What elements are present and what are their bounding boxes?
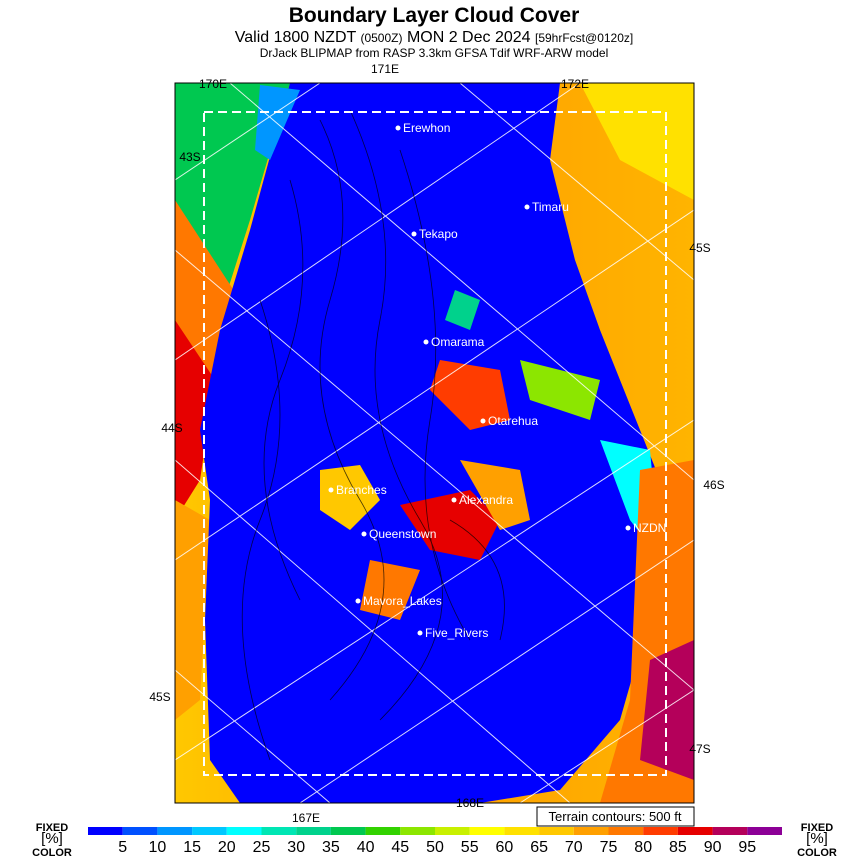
color-swatch bbox=[365, 827, 401, 835]
place-label: Omarama bbox=[431, 335, 485, 349]
color-swatch bbox=[261, 827, 297, 835]
place-label: Erewhon bbox=[403, 121, 450, 135]
color-swatch bbox=[608, 827, 644, 835]
place-dot bbox=[395, 125, 401, 131]
colorbar-label: 25 bbox=[253, 839, 271, 856]
colorbar-label: 55 bbox=[461, 839, 479, 856]
colorbar-label: 15 bbox=[183, 839, 201, 856]
place-dot bbox=[328, 487, 334, 493]
place-dot bbox=[524, 204, 530, 210]
color-swatch bbox=[88, 827, 123, 835]
legend-side-label: [%] bbox=[806, 830, 828, 847]
grid-label: 172E bbox=[561, 77, 589, 91]
legend-side-label: [%] bbox=[41, 830, 63, 847]
color-swatch bbox=[469, 827, 505, 835]
title: Boundary Layer Cloud Cover bbox=[289, 4, 580, 27]
colorbar-label: 35 bbox=[322, 839, 340, 856]
color-swatch bbox=[643, 827, 678, 835]
color-swatch bbox=[539, 827, 574, 835]
color-swatch bbox=[677, 827, 713, 835]
grid-label: 168E bbox=[456, 796, 484, 810]
color-swatch bbox=[747, 827, 782, 835]
valid: Valid 1800 NZDT bbox=[235, 29, 357, 46]
color-swatch bbox=[296, 827, 331, 835]
place-label: Five_Rivers bbox=[425, 626, 488, 640]
colorbar-label: 80 bbox=[634, 839, 652, 856]
grid-label: 171E bbox=[371, 62, 399, 76]
place-label: NZDN bbox=[633, 521, 666, 535]
color-swatch bbox=[330, 827, 366, 835]
zone: (0500Z) bbox=[360, 31, 402, 45]
colorbar-label: 95 bbox=[738, 839, 756, 856]
colorbar-label: 30 bbox=[287, 839, 305, 856]
forecast: [59hrFcst@0120z] bbox=[535, 31, 633, 45]
place-label: Mavora_Lakes bbox=[363, 594, 442, 608]
grid-label: 45S bbox=[149, 690, 170, 704]
grid-label: 167E bbox=[292, 811, 320, 825]
legend-side-label: COLOR bbox=[32, 847, 72, 859]
color-swatch bbox=[400, 827, 435, 835]
place-dot bbox=[417, 630, 423, 636]
place-dot bbox=[480, 418, 486, 424]
place-label: Timaru bbox=[532, 200, 569, 214]
grid-label: 44S bbox=[161, 421, 182, 435]
place-dot bbox=[411, 231, 417, 237]
color-swatch bbox=[192, 827, 227, 835]
color-swatch bbox=[504, 827, 540, 835]
color-swatch bbox=[226, 827, 262, 835]
colorbar-label: 20 bbox=[218, 839, 236, 856]
place-dot bbox=[361, 531, 367, 537]
color-swatch bbox=[122, 827, 158, 835]
grid-label: 46S bbox=[703, 478, 724, 492]
grid-label: 170E bbox=[199, 77, 227, 91]
place-label: Otarehua bbox=[488, 414, 538, 428]
place-label: Branches bbox=[336, 483, 387, 497]
colorbar-label: 40 bbox=[357, 839, 375, 856]
colorbar-label: 5 bbox=[118, 839, 127, 856]
legend-side-label: COLOR bbox=[797, 847, 837, 859]
colorbar-label: 65 bbox=[530, 839, 548, 856]
place-label: Queenstown bbox=[369, 527, 436, 541]
place-dot bbox=[451, 497, 457, 503]
legend-side-label: FIXED bbox=[36, 822, 68, 834]
place-label: Tekapo bbox=[419, 227, 458, 241]
grid-label: 47S bbox=[689, 742, 710, 756]
colorbar-label: 90 bbox=[704, 839, 722, 856]
color-swatch bbox=[157, 827, 193, 835]
place-dot bbox=[423, 339, 429, 345]
colorbar-label: 75 bbox=[600, 839, 618, 856]
place-dot bbox=[625, 525, 631, 531]
place-dot bbox=[355, 598, 361, 604]
terrain-note: Terrain contours: 500 ft bbox=[549, 809, 682, 824]
colorbar-label: 60 bbox=[496, 839, 514, 856]
colorbar-label: 45 bbox=[391, 839, 409, 856]
subtitle: Valid 1800 NZDT (0500Z) MON 2 Dec 2024 [… bbox=[235, 29, 633, 46]
color-swatch bbox=[573, 827, 609, 835]
place-label: Alexandra bbox=[459, 493, 513, 507]
date: MON 2 Dec 2024 bbox=[407, 29, 531, 46]
model: DrJack BLIPMAP from RASP 3.3km GFSA Tdif… bbox=[260, 46, 609, 60]
colorbar-label: 70 bbox=[565, 839, 583, 856]
legend-side-label: FIXED bbox=[801, 822, 833, 834]
colorbar-label: 50 bbox=[426, 839, 444, 856]
map bbox=[175, 83, 694, 803]
color-swatch bbox=[435, 827, 470, 835]
grid-label: 43S bbox=[179, 150, 200, 164]
color-swatch bbox=[712, 827, 748, 835]
grid-label: 45S bbox=[689, 241, 710, 255]
colorbar-label: 10 bbox=[149, 839, 167, 856]
colorbar-label: 85 bbox=[669, 839, 687, 856]
